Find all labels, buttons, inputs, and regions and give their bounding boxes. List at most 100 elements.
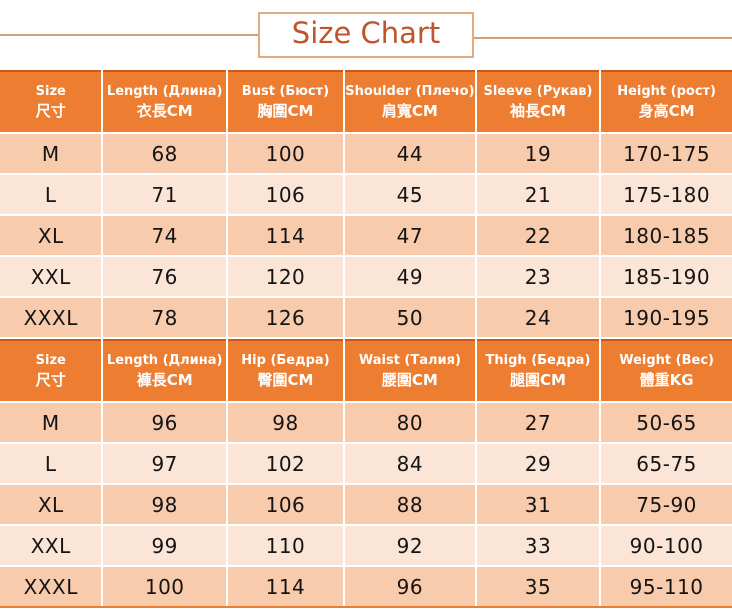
table-cell: 33 <box>474 524 602 567</box>
table-cell: 47 <box>343 214 477 257</box>
table-cell: 92 <box>343 524 477 567</box>
header-cjk: 肩寬CM <box>381 102 438 121</box>
table-cell: 27 <box>474 401 602 444</box>
table-cell: 97 <box>101 442 228 485</box>
table-row: XL 74 114 47 22 180-185 <box>0 214 732 257</box>
table-row: XL 98 106 88 31 75-90 <box>0 483 732 526</box>
header-cell-hip: Hip (Бедра) 臀圍CM <box>225 339 346 403</box>
table-cell: 98 <box>225 401 346 444</box>
header-cell-weight: Weight (Вес) 體重KG <box>599 339 732 403</box>
header-en: Bust (Бюст) <box>241 84 330 100</box>
table-cell: 170-175 <box>599 132 732 175</box>
title-right-line <box>474 36 732 39</box>
table-cell: 100 <box>225 132 346 175</box>
table-cell: 84 <box>343 442 477 485</box>
header-cell-waist: Waist (Талия) 腰圍CM <box>343 339 477 403</box>
header-cjk: 袖長CM <box>510 102 566 121</box>
header-cjk: 衣長CM <box>136 102 193 121</box>
table-cell: 76 <box>101 255 228 298</box>
table-cell: 23 <box>474 255 602 298</box>
header-en: Shoulder (Плечо) <box>345 84 475 100</box>
upper-garment-size-table: Size 尺寸 Length (Длина) 衣長CM Bust (Бюст) 胸圍C… <box>0 70 732 339</box>
header-cjk: 身高CM <box>638 102 695 121</box>
table-cell: 21 <box>474 173 602 216</box>
table-cell: 24 <box>474 296 602 339</box>
table-row: L 71 106 45 21 175-180 <box>0 173 732 216</box>
header-cell-thigh: Thigh (Бедра) 腿圍CM <box>474 339 602 403</box>
header-en: Thigh (Бедра) <box>485 353 591 369</box>
table-cell: 96 <box>343 565 477 608</box>
table-row: M 96 98 80 27 50-65 <box>0 401 732 444</box>
table-cell: 185-190 <box>599 255 732 298</box>
table-cell: 180-185 <box>599 214 732 257</box>
table-cell: M <box>0 132 104 175</box>
table-cell: 96 <box>101 401 228 444</box>
table-cell: 45 <box>343 173 477 216</box>
table-cell: 106 <box>225 173 346 216</box>
header-cjk: 褲長CM <box>136 371 193 390</box>
header-cell-size: Size 尺寸 <box>0 70 104 134</box>
table-cell: L <box>0 442 104 485</box>
table-cell: 100 <box>101 565 228 608</box>
header-en: Length (Длина) <box>106 353 223 369</box>
table-cell: XXXL <box>0 565 104 608</box>
table-cell: 98 <box>101 483 228 526</box>
header-cjk: 臀圍CM <box>257 371 314 390</box>
table-cell: 110 <box>225 524 346 567</box>
header-en: Length (Длина) <box>106 84 223 100</box>
table-cell: XXXL <box>0 296 104 339</box>
table-row: XXL 99 110 92 33 90-100 <box>0 524 732 567</box>
table-cell: 78 <box>101 296 228 339</box>
table-cell: XL <box>0 214 104 257</box>
header-cell-length: Length (Длина) 褲長CM <box>101 339 228 403</box>
header-cjk: 腿圍CM <box>510 371 566 390</box>
table-cell: 90-100 <box>599 524 732 567</box>
header-en: Sleeve (Рукав) <box>483 84 593 100</box>
table-cell: 102 <box>225 442 346 485</box>
table-row: XXXL 100 114 96 35 95-110 <box>0 565 732 608</box>
table-row: XXL 76 120 49 23 185-190 <box>0 255 732 298</box>
header-cjk: 腰圍CM <box>381 371 438 390</box>
table-cell: 88 <box>343 483 477 526</box>
table-cell: 35 <box>474 565 602 608</box>
table-row: XXXL 78 126 50 24 190-195 <box>0 296 732 339</box>
header-cell-size: Size 尺寸 <box>0 339 104 403</box>
table-cell: L <box>0 173 104 216</box>
table-cell: 95-110 <box>599 565 732 608</box>
table-row: L 97 102 84 29 65-75 <box>0 442 732 485</box>
header-cjk: 體重KG <box>639 371 694 390</box>
header-en: Height (рост) <box>617 84 717 100</box>
header-en: Hip (Бедра) <box>241 353 330 369</box>
title-banner: Size Chart <box>0 0 732 70</box>
header-row: Size 尺寸 Length (Длина) 褲長CM Hip (Бедра) 臀圍C… <box>0 339 732 403</box>
header-cell-bust: Bust (Бюст) 胸圍CM <box>225 70 346 134</box>
table-cell: 49 <box>343 255 477 298</box>
table-cell: 114 <box>225 214 346 257</box>
table-cell: 44 <box>343 132 477 175</box>
table-cell: 29 <box>474 442 602 485</box>
header-cjk: 尺寸 <box>35 371 66 390</box>
header-row: Size 尺寸 Length (Длина) 衣長CM Bust (Бюст) 胸圍C… <box>0 70 732 134</box>
title-left-line <box>0 34 258 36</box>
header-cell-sleeve: Sleeve (Рукав) 袖長CM <box>474 70 602 134</box>
table-cell: 190-195 <box>599 296 732 339</box>
header-en: Waist (Талия) <box>358 353 461 369</box>
table-cell: XXL <box>0 255 104 298</box>
table-cell: M <box>0 401 104 444</box>
table-row: M 68 100 44 19 170-175 <box>0 132 732 175</box>
table-cell: 50 <box>343 296 477 339</box>
table-cell: XL <box>0 483 104 526</box>
header-cjk: 胸圍CM <box>257 102 314 121</box>
header-en: Size <box>35 84 66 100</box>
header-cell-length: Length (Длина) 衣長CM <box>101 70 228 134</box>
table-cell: 80 <box>343 401 477 444</box>
table-cell: 74 <box>101 214 228 257</box>
table-cell: 65-75 <box>599 442 732 485</box>
table-cell: 175-180 <box>599 173 732 216</box>
table-cell: 99 <box>101 524 228 567</box>
header-cell-height: Height (рост) 身高CM <box>599 70 732 134</box>
table-cell: XXL <box>0 524 104 567</box>
header-cell-shoulder: Shoulder (Плечо) 肩寬CM <box>343 70 477 134</box>
table-cell: 106 <box>225 483 346 526</box>
